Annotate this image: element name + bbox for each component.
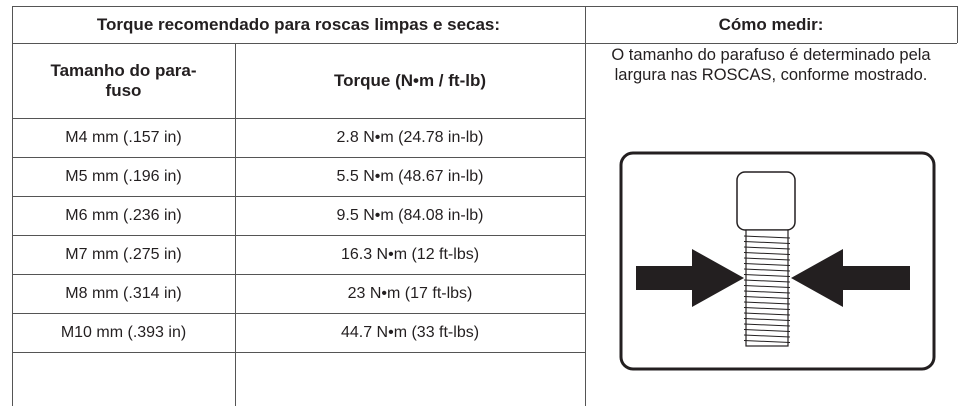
- thread-part: [743, 334, 791, 338]
- torque-cell: 2.8 N•m (24.78 in-lb): [336, 128, 484, 146]
- thread-part: [743, 329, 791, 332]
- thread-part: [743, 263, 791, 266]
- col-line: [12, 6, 13, 406]
- col-line: [585, 6, 586, 406]
- size-cell: M5 mm (.196 in): [65, 167, 182, 185]
- thread-part: [743, 301, 791, 305]
- size-cell: M10 mm (.393 in): [60, 323, 187, 341]
- thread-part: [743, 323, 791, 327]
- row-line: [12, 6, 957, 7]
- size-cell: M6 mm (.236 in): [65, 206, 182, 224]
- size-cell: M8 mm (.314 in): [65, 284, 182, 302]
- diagram-frame: [619, 151, 936, 371]
- thread-part: [743, 279, 791, 283]
- torque-cell: 9.5 N•m (84.08 in-lb): [336, 206, 484, 224]
- instruction-text: O tamanho do parafuso é determinado pela…: [611, 46, 931, 84]
- size-cell: M4 mm (.157 in): [65, 128, 182, 146]
- col-line: [235, 43, 236, 406]
- thread-part: [743, 285, 791, 288]
- column-header: Torque (N•m / ft-lb): [334, 70, 486, 90]
- torque-cell: 23 N•m (17 ft-lbs): [347, 284, 473, 302]
- thread-part: [743, 252, 791, 255]
- torque-cell: 5.5 N•m (48.67 in-lb): [336, 167, 484, 185]
- thread-part: [745, 229, 789, 347]
- arrow-right: [791, 249, 910, 307]
- thread-part: [743, 241, 791, 244]
- thread-part: [743, 296, 791, 299]
- size-cell: M7 mm (.275 in): [65, 245, 182, 263]
- arrow-left: [636, 249, 744, 307]
- thread-part: [743, 274, 791, 277]
- thread-part: [743, 307, 791, 310]
- row-line: [12, 118, 585, 119]
- thread-part: [743, 318, 791, 321]
- column-header: Tamanho do para-fuso: [50, 60, 197, 100]
- row-line: [12, 352, 585, 353]
- row-line: [12, 43, 957, 44]
- bolt-thread: [743, 229, 791, 347]
- row-line: [12, 274, 585, 275]
- thread-part: [743, 340, 791, 343]
- row-line: [12, 313, 585, 314]
- torque-cell: 16.3 N•m (12 ft-lbs): [340, 245, 480, 263]
- bolt-head: [736, 171, 796, 231]
- table-title: Torque recomendado para roscas limpas e …: [96, 14, 501, 34]
- thread-part: [743, 235, 791, 239]
- thread-part: [743, 268, 791, 272]
- col-line: [957, 6, 958, 43]
- row-line: [12, 235, 585, 236]
- thread-part: [743, 312, 791, 316]
- torque-cell: 44.7 N•m (33 ft-lbs): [340, 323, 480, 341]
- thread-part: [743, 246, 791, 250]
- section-title: Cómo medir:: [718, 14, 824, 34]
- thread-part: [743, 290, 791, 294]
- thread-part: [743, 257, 791, 261]
- row-line: [12, 196, 585, 197]
- row-line: [12, 157, 585, 158]
